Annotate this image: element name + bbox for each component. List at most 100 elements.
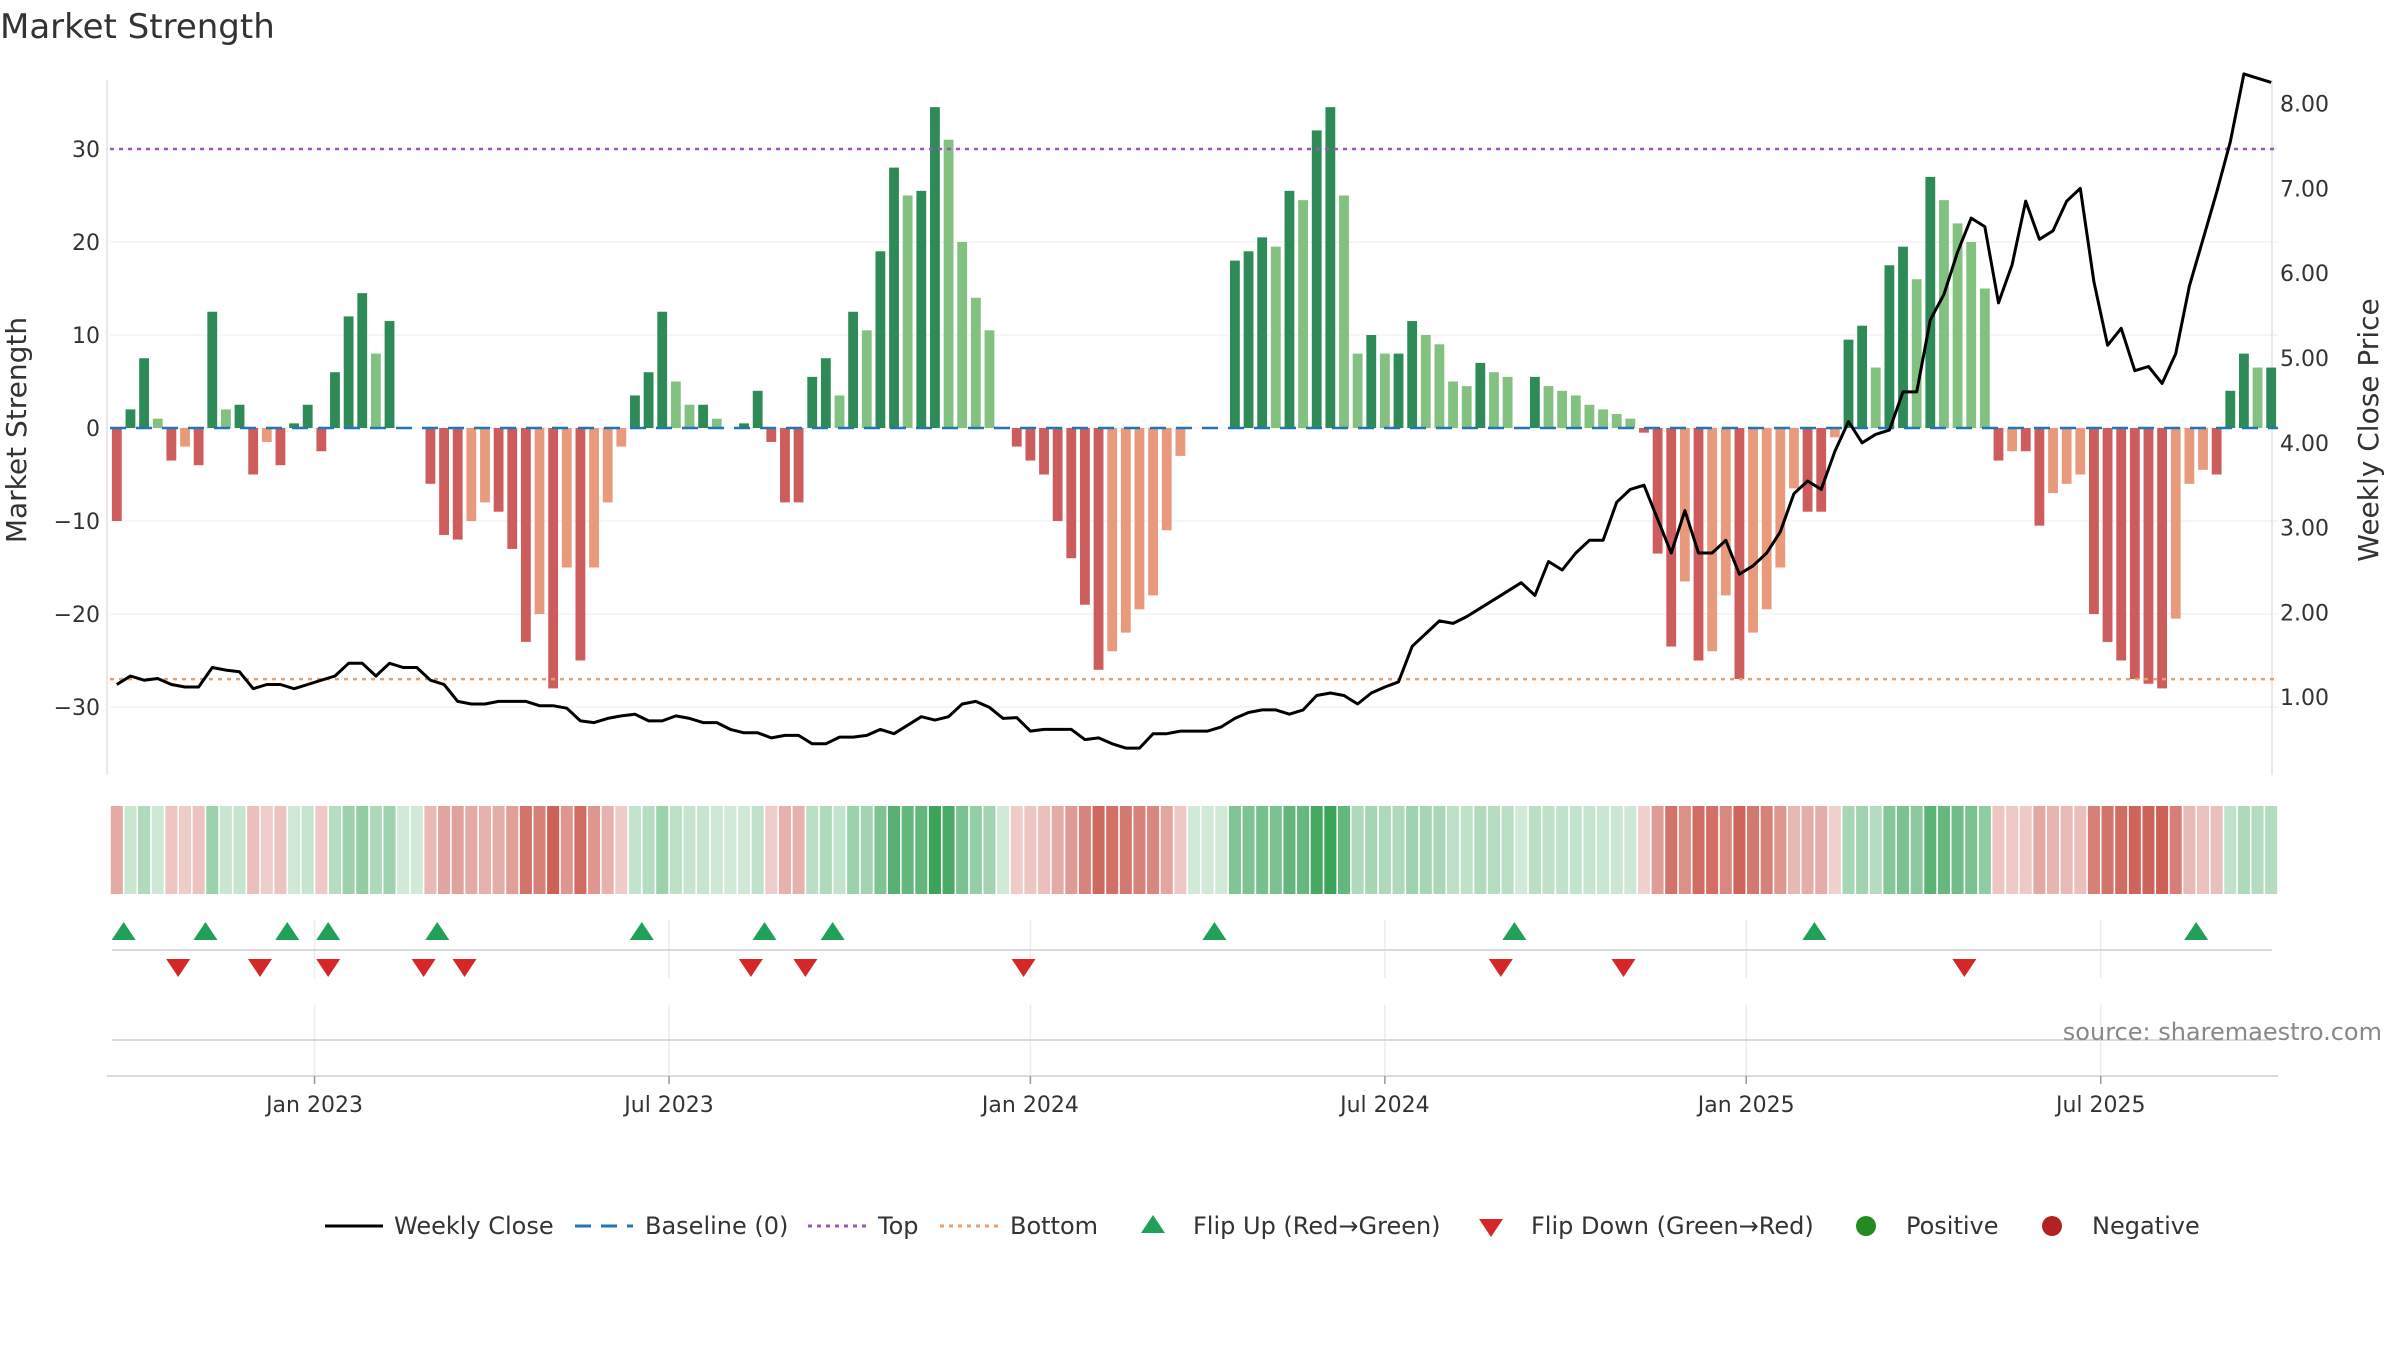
heat-cell bbox=[1583, 806, 1596, 894]
heat-cell bbox=[301, 806, 314, 894]
heat-cell bbox=[1665, 806, 1678, 894]
heat-cell bbox=[356, 806, 369, 894]
strength-bar bbox=[1952, 223, 1963, 428]
heat-cell bbox=[1078, 806, 1091, 894]
strength-bar bbox=[916, 190, 927, 428]
positive-dot-icon bbox=[1856, 1216, 1876, 1236]
svg-text:Baseline (0): Baseline (0) bbox=[645, 1212, 788, 1240]
heat-cell bbox=[1310, 806, 1323, 894]
heat-cell bbox=[1610, 806, 1623, 894]
strength-bar bbox=[2129, 428, 2140, 680]
heat-cell bbox=[2237, 806, 2250, 894]
strength-bar bbox=[1134, 428, 1145, 610]
heat-cell bbox=[1406, 806, 1419, 894]
heat-cell bbox=[1297, 806, 1310, 894]
strength-bar bbox=[2143, 428, 2154, 684]
strength-bar bbox=[2184, 428, 2195, 484]
strength-bar bbox=[902, 195, 913, 428]
right-tick-label: 3.00 bbox=[2280, 517, 2329, 542]
legend-item-baseline: Baseline (0) bbox=[575, 1212, 788, 1240]
heat-cell bbox=[1760, 806, 1773, 894]
heat-cell bbox=[642, 806, 655, 894]
x-tick-label: Jan 2024 bbox=[980, 1093, 1079, 1118]
strength-bar bbox=[2048, 428, 2058, 494]
strength-bar bbox=[1707, 428, 1718, 652]
strength-bar bbox=[1789, 428, 1799, 489]
strength-bar bbox=[180, 428, 190, 447]
heat-cell bbox=[1133, 806, 1146, 894]
flip-down-marker bbox=[738, 959, 763, 977]
strength-bar bbox=[548, 428, 559, 689]
strength-bar bbox=[630, 395, 640, 428]
source-label: source: sharemaestro.com bbox=[2063, 1018, 2382, 1046]
strength-bar bbox=[275, 428, 286, 466]
strength-bar bbox=[1325, 107, 1336, 429]
strength-bar bbox=[2102, 428, 2113, 642]
strength-bar bbox=[1775, 428, 1786, 568]
heat-strip bbox=[110, 806, 2278, 894]
heat-cell bbox=[138, 806, 151, 894]
heat-cell bbox=[738, 806, 751, 894]
heat-cell bbox=[1501, 806, 1514, 894]
heat-cell bbox=[2074, 806, 2087, 894]
heat-cell bbox=[1215, 806, 1228, 894]
heat-cell bbox=[819, 806, 832, 894]
strength-bar bbox=[1529, 376, 1540, 428]
heat-cell bbox=[1937, 806, 1950, 894]
reference-lines bbox=[110, 147, 2278, 681]
heat-cell bbox=[983, 806, 996, 894]
heat-cell bbox=[656, 806, 669, 894]
flip-down-marker bbox=[411, 959, 436, 977]
heat-cell bbox=[1719, 806, 1732, 894]
strength-bar bbox=[1420, 335, 1431, 428]
heat-cell bbox=[1283, 806, 1296, 894]
strength-bar bbox=[1434, 344, 1445, 428]
strength-bar bbox=[193, 428, 204, 466]
heat-cell bbox=[233, 806, 246, 894]
heat-cell bbox=[874, 806, 887, 894]
heat-cell bbox=[1910, 806, 1923, 894]
strength-bar bbox=[2075, 428, 2086, 475]
strength-bar bbox=[220, 409, 231, 428]
left-tick-label: 20 bbox=[72, 231, 100, 256]
heat-cell bbox=[1256, 806, 1269, 894]
strength-bar bbox=[602, 428, 613, 503]
strength-bar bbox=[330, 372, 340, 428]
flip-down-marker bbox=[1611, 959, 1636, 977]
strength-bar bbox=[1298, 200, 1308, 428]
heat-cell bbox=[574, 806, 587, 894]
heat-cell bbox=[915, 806, 928, 894]
strength-bar bbox=[493, 428, 504, 512]
strength-bar bbox=[1093, 428, 1104, 670]
strength-bar bbox=[1939, 200, 1949, 428]
legend: Weekly Close Baseline (0) Top Bottom Fli… bbox=[325, 1212, 2200, 1240]
strength-bar bbox=[670, 381, 681, 428]
heat-cell bbox=[683, 806, 696, 894]
strength-bar bbox=[889, 167, 899, 428]
strength-bar bbox=[384, 321, 395, 428]
heat-cell bbox=[601, 806, 614, 894]
left-axis-ticks: 30 20 10 0 −10 −20 −30 bbox=[54, 138, 100, 721]
strength-bar bbox=[1652, 428, 1663, 554]
strength-bar bbox=[984, 330, 995, 428]
left-axis-title: Market Strength bbox=[0, 317, 33, 543]
heat-cell bbox=[888, 806, 901, 894]
strength-bar bbox=[2170, 428, 2181, 619]
strength-bar bbox=[1720, 428, 1731, 596]
heat-cell bbox=[1515, 806, 1528, 894]
strength-bar bbox=[1898, 246, 1908, 428]
strength-bar bbox=[752, 390, 763, 428]
heat-cell bbox=[1119, 806, 1132, 894]
heat-cell bbox=[410, 806, 423, 894]
flip-up-marker bbox=[193, 922, 218, 940]
heat-cell bbox=[1692, 806, 1705, 894]
heat-cell bbox=[288, 806, 301, 894]
left-tick-label: −30 bbox=[54, 696, 100, 721]
heat-cell bbox=[847, 806, 860, 894]
right-tick-label: 1.00 bbox=[2280, 686, 2329, 711]
strength-bar bbox=[302, 404, 313, 428]
strength-bar bbox=[1857, 325, 1868, 428]
flip-up-marker bbox=[275, 922, 300, 940]
heat-cell bbox=[997, 806, 1010, 894]
heat-cell bbox=[1542, 806, 1555, 894]
